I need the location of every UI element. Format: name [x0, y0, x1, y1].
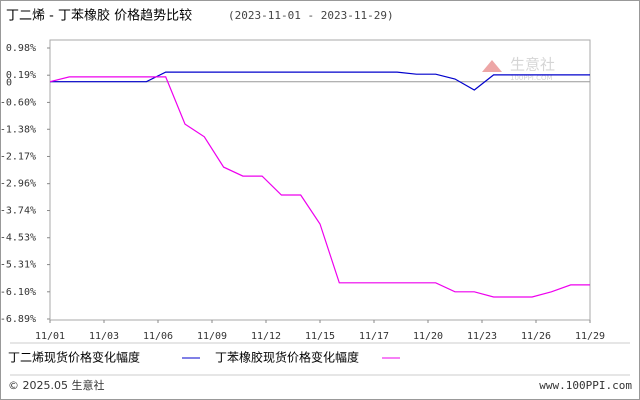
- series-line: [49, 76, 590, 298]
- x-tick-label: 11/03: [89, 331, 119, 342]
- x-tick-label: 11/17: [359, 331, 389, 342]
- x-tick-label: 11/09: [197, 331, 227, 342]
- chart-subtitle: (2023-11-01 - 2023-11-29): [228, 9, 394, 22]
- y-tick-label: -2.17%: [0, 151, 36, 162]
- y-tick-label: -6.89%: [0, 314, 36, 325]
- watermark-site: 100PPI.COM: [510, 74, 553, 82]
- y-tick-label: -6.10%: [0, 287, 36, 298]
- series-line: [50, 71, 590, 91]
- y-tick-label: -4.53%: [0, 233, 36, 244]
- x-tick-label: 11/26: [521, 331, 551, 342]
- legend-label: 丁二烯现货价格变化幅度: [8, 350, 140, 365]
- y-tick-label: 0.98%: [6, 43, 36, 54]
- y-tick-label: -1.38%: [0, 124, 36, 135]
- y-tick-label: -5.31%: [0, 260, 36, 271]
- watermark-icon: [482, 60, 502, 72]
- footer-right: www.100PPI.com: [539, 379, 632, 392]
- y-tick-label: -3.74%: [0, 206, 36, 217]
- legend-label: 丁苯橡胶现货价格变化幅度: [215, 350, 359, 365]
- chart-title: 丁二烯 - 丁苯橡胶 价格趋势比较: [6, 8, 192, 24]
- y-tick-label: 0: [6, 78, 12, 89]
- x-tick-label: 11/29: [575, 331, 605, 342]
- x-tick-label: 11/06: [143, 331, 173, 342]
- x-tick-label: 11/15: [305, 331, 335, 342]
- x-tick-label: 11/20: [413, 331, 443, 342]
- x-tick-label: 11/12: [251, 331, 281, 342]
- x-tick-label: 11/23: [467, 331, 497, 342]
- watermark-brand: 生意社: [510, 56, 555, 74]
- y-tick-label: 0.19%: [6, 70, 36, 81]
- x-tick-label: 11/01: [35, 331, 65, 342]
- watermark: 生意社 100PPI.COM: [482, 56, 555, 82]
- y-tick-label: -2.96%: [0, 179, 36, 190]
- footer-left: © 2025.05 生意社: [8, 378, 104, 392]
- y-tick-label: -0.60%: [0, 97, 36, 108]
